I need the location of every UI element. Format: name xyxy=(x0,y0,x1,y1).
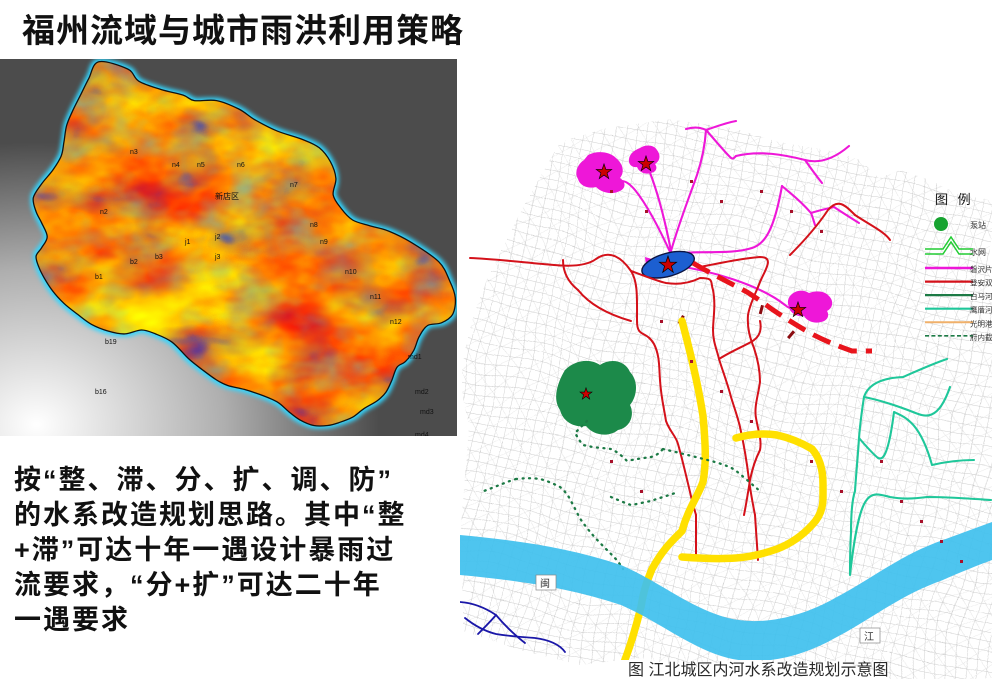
svg-text:j1: j1 xyxy=(184,239,191,246)
svg-text:md1: md1 xyxy=(408,354,422,361)
svg-text:b19: b19 xyxy=(105,339,117,346)
svg-text:鹰厝河水系: 鹰厝河水系 xyxy=(970,305,992,315)
svg-text:n4: n4 xyxy=(172,162,180,169)
svg-text:新店区: 新店区 xyxy=(215,191,239,201)
svg-text:府内截污管: 府内截污管 xyxy=(970,332,992,342)
svg-text:江: 江 xyxy=(864,631,874,643)
svg-text:磐沢片水系: 磐沢片水系 xyxy=(970,264,992,274)
svg-text:md2: md2 xyxy=(415,389,429,396)
svg-text:n6: n6 xyxy=(237,162,245,169)
svg-text:闽: 闽 xyxy=(540,577,550,590)
svg-text:n11: n11 xyxy=(370,294,381,301)
svg-text:白马河水系: 白马河水系 xyxy=(970,291,992,301)
svg-text:b1: b1 xyxy=(95,274,103,281)
svg-text:泵站: 泵站 xyxy=(970,220,986,230)
svg-text:n10: n10 xyxy=(345,269,357,276)
svg-text:n2: n2 xyxy=(100,209,108,216)
svg-text:j2: j2 xyxy=(214,234,221,241)
svg-text:水网: 水网 xyxy=(970,247,986,257)
svg-text:md3: md3 xyxy=(420,409,434,416)
svg-text:n9: n9 xyxy=(320,239,328,246)
svg-text:md4: md4 xyxy=(415,432,429,436)
svg-text:b16: b16 xyxy=(95,389,107,396)
svg-text:光明港水系: 光明港水系 xyxy=(970,318,992,328)
svg-text:n5: n5 xyxy=(197,162,205,169)
svg-text:n8: n8 xyxy=(310,222,318,229)
svg-text:n3: n3 xyxy=(130,149,138,156)
svg-text:b3: b3 xyxy=(155,254,163,261)
svg-text:登安双水系: 登安双水系 xyxy=(970,278,992,288)
svg-text:j3: j3 xyxy=(214,254,221,261)
svg-text:n12: n12 xyxy=(390,319,402,326)
svg-text:n7: n7 xyxy=(290,182,298,189)
svg-text:图 例: 图 例 xyxy=(935,192,974,207)
svg-text:b2: b2 xyxy=(130,259,138,266)
